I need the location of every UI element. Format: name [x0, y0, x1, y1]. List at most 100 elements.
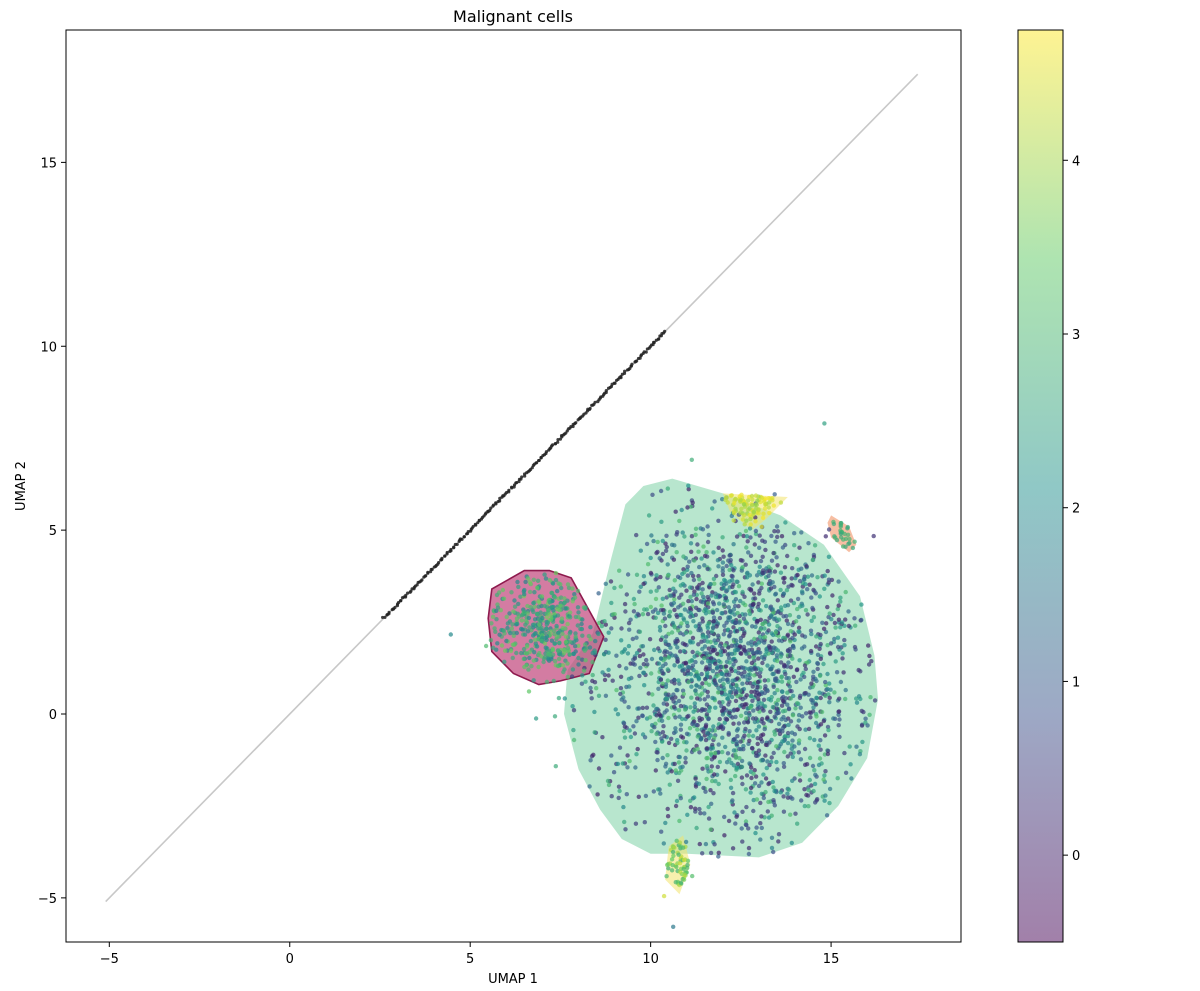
cell-point: [667, 614, 672, 619]
cell-point: [621, 649, 626, 654]
cell-point: [703, 841, 709, 847]
cell-point: [711, 791, 716, 796]
cell-point: [567, 639, 573, 644]
cell-point: [666, 740, 672, 746]
cell-point: [606, 667, 611, 672]
cell-point: [809, 595, 814, 600]
cell-point: [775, 529, 781, 534]
cell-point: [671, 557, 677, 562]
cell-point: [816, 743, 821, 748]
cell-point: [716, 854, 721, 859]
diagonal-point: [381, 615, 385, 620]
cell-point: [677, 664, 682, 669]
cell-point: [731, 542, 736, 547]
cell-point: [763, 620, 768, 625]
cell-point: [822, 421, 827, 426]
cell-point: [711, 550, 716, 555]
cell-point: [602, 619, 607, 624]
cell-point: [633, 765, 638, 770]
cell-point: [807, 582, 812, 587]
cell-point: [525, 576, 531, 581]
cell-point: [695, 727, 700, 732]
cell-point: [565, 645, 571, 651]
cell-point: [741, 616, 747, 621]
cell-point: [795, 596, 801, 602]
cell-point: [654, 588, 659, 593]
cell-point: [587, 645, 593, 650]
cell-point: [806, 804, 811, 809]
cell-point: [823, 629, 829, 635]
cell-point: [539, 594, 545, 599]
cell-point: [725, 751, 731, 756]
diagonal-point: [588, 406, 592, 411]
cell-point: [671, 704, 677, 710]
cell-point: [686, 483, 691, 488]
cell-point: [570, 599, 575, 604]
cell-point: [654, 706, 659, 712]
cell-point: [571, 708, 577, 713]
cell-point: [803, 608, 809, 613]
diagonal-point: [535, 461, 539, 465]
cell-point: [741, 601, 746, 606]
cell-point: [829, 617, 834, 622]
cell-point: [746, 648, 752, 653]
cell-point: [701, 785, 706, 791]
cell-point: [720, 497, 725, 502]
cell-point: [700, 616, 705, 621]
diagonal-point: [553, 442, 557, 446]
cell-point: [531, 609, 536, 615]
cell-point: [706, 804, 711, 810]
cell-point: [580, 657, 585, 662]
cell-point: [630, 636, 635, 642]
cell-point: [776, 609, 781, 615]
cell-point: [771, 785, 776, 790]
cell-point: [789, 840, 794, 846]
cell-point: [772, 569, 778, 574]
cell-point: [710, 609, 715, 615]
cell-point: [657, 712, 662, 717]
cell-point: [710, 695, 715, 701]
cell-point: [527, 589, 533, 595]
cell-point: [717, 678, 723, 683]
cell-point: [722, 720, 727, 725]
cell-point: [786, 584, 791, 589]
cell-point: [617, 663, 622, 669]
cell-point: [625, 765, 630, 770]
cell-point: [711, 576, 717, 582]
cell-point: [539, 638, 544, 643]
cell-point: [840, 544, 846, 549]
cell-point: [622, 699, 627, 704]
cell-point: [691, 592, 697, 597]
cell-point: [516, 601, 521, 607]
cell-point: [634, 719, 639, 724]
cell-point: [827, 650, 833, 656]
cell-point: [704, 756, 709, 761]
cell-point: [662, 650, 667, 655]
cell-point: [615, 712, 621, 717]
cell-point: [734, 766, 739, 771]
diagonal-point: [544, 450, 548, 454]
cell-point: [738, 598, 743, 604]
cell-point: [709, 764, 714, 769]
cell-point: [722, 623, 727, 628]
cell-point: [742, 669, 747, 675]
cell-point: [839, 535, 844, 540]
cell-point: [710, 629, 715, 634]
cell-point: [688, 594, 693, 600]
cell-point: [673, 729, 678, 734]
cell-point: [742, 702, 748, 707]
cell-point: [673, 653, 678, 658]
cell-point: [746, 845, 752, 851]
cell-point: [693, 612, 698, 618]
cell-point: [838, 531, 843, 536]
plot-frame: [65, 29, 962, 943]
cell-point: [606, 630, 611, 635]
cell-point: [785, 702, 790, 707]
cell-point: [641, 670, 646, 675]
cell-point: [514, 630, 519, 636]
cell-point: [825, 643, 830, 648]
diagonal-point: [556, 437, 560, 442]
cell-point: [781, 809, 787, 814]
cell-point: [621, 804, 626, 810]
cell-point: [776, 697, 781, 703]
